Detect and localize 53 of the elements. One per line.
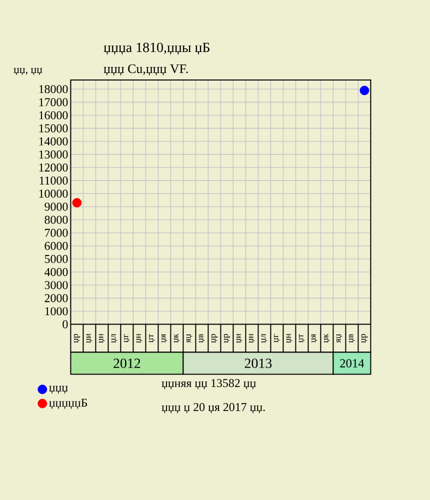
- legend-label: џџџџџБ: [49, 398, 88, 410]
- y-tick-label: 16000: [39, 111, 68, 120]
- text: џџняя џџ 13582 џџ: [162, 379, 256, 390]
- x-tick-label: џя: [162, 334, 168, 343]
- x-tick-label: џл: [112, 334, 118, 343]
- x-tick-label: яџ: [186, 334, 192, 343]
- y-tick-label: 6000: [44, 242, 68, 250]
- text: 2013: [244, 358, 272, 368]
- legend-label: џџџ: [49, 386, 68, 394]
- x-tick-label: џя: [312, 334, 318, 343]
- x-tick-label: џл: [262, 334, 268, 343]
- y-tick-label: 14000: [39, 137, 68, 146]
- x-tick-label: џг: [274, 334, 280, 342]
- y-tick-label: 15000: [39, 124, 68, 132]
- text: џџџ џ 20 џя 2017 џџ.: [162, 403, 265, 414]
- x-tick-label: џр: [361, 334, 368, 343]
- x-tick-label: џв: [349, 334, 355, 343]
- y-tick-label: 8000: [44, 216, 68, 224]
- chart-subtitle: џџџ Cu,џџџ VF.: [104, 64, 188, 76]
- x-tick-label: џт: [149, 334, 155, 342]
- y-tick-label: 2000: [44, 294, 68, 302]
- chart-title: џџџа 1810,џџы џБ: [104, 42, 210, 55]
- x-tick-label: џг: [124, 334, 130, 342]
- y-tick-label: 9000: [44, 202, 68, 211]
- y-tick-label: 1000: [45, 307, 68, 316]
- y-tick-label: 0: [62, 320, 68, 328]
- y-axis-title: џџ, џџ: [14, 68, 42, 76]
- x-tick-label: џт: [299, 334, 305, 342]
- x-tick-label: џв: [199, 334, 205, 343]
- y-tick-label: 17000: [39, 98, 68, 106]
- x-tick-label: џи: [236, 334, 242, 343]
- y-tick-label: 3000: [44, 281, 68, 290]
- y-tick-label: 5000: [44, 254, 68, 263]
- x-tick-label: џр: [74, 334, 80, 343]
- text: 2012: [114, 358, 140, 368]
- y-tick-label: 13000: [39, 150, 68, 158]
- x-tick-label: яџ: [336, 334, 342, 343]
- y-tick-label: 11000: [40, 176, 68, 185]
- x-tick-label: џр: [224, 334, 230, 343]
- x-tick-label: џн: [99, 334, 105, 343]
- x-tick-label: џи: [86, 334, 92, 343]
- text: 2014: [340, 359, 364, 368]
- x-tick-label: џн: [136, 334, 142, 343]
- y-tick-label: 12000: [39, 163, 68, 172]
- y-tick-label: 18000: [39, 85, 68, 94]
- x-tick-label: џк: [324, 334, 330, 343]
- y-tick-label: 7000: [45, 228, 68, 237]
- x-tick-label: џк: [174, 334, 180, 343]
- x-tick-label: џн: [249, 334, 255, 343]
- y-tick-label: 4000: [44, 268, 68, 276]
- x-tick-label: џн: [286, 334, 292, 343]
- y-tick-label: 10000: [39, 190, 68, 198]
- x-tick-label: џр: [211, 334, 218, 343]
